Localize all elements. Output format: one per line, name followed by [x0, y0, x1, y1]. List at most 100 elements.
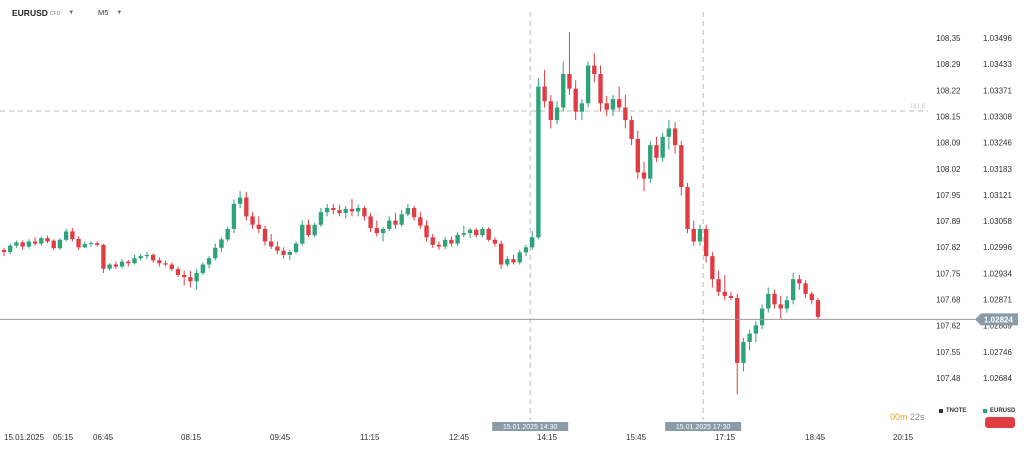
candle-body: [318, 212, 324, 225]
candle-body: [523, 247, 529, 253]
candle-body: [200, 264, 206, 273]
legend-item-tnote[interactable]: TNOTE: [939, 408, 966, 414]
candle-body: [759, 308, 765, 326]
candle-body: [648, 145, 653, 179]
candle-body: [443, 239, 448, 247]
candle-body: [498, 243, 504, 265]
candle-body: [679, 145, 684, 188]
y-tick-left: 107.82: [936, 243, 961, 252]
price-tag-bg: [975, 313, 1018, 326]
candle-body: [256, 224, 261, 229]
chart-header: EURUSD CFD ▼ M5 ▼: [0, 0, 300, 24]
y-tick-right: 1.02996: [983, 243, 1012, 252]
x-tick: 06:45: [93, 433, 114, 442]
candle-body: [269, 241, 274, 247]
candle-body: [300, 224, 305, 244]
candle-body: [287, 251, 293, 255]
x-tick: 12:45: [449, 433, 470, 442]
candle-body: [703, 228, 709, 257]
symbol-name: EURUSD: [12, 8, 48, 18]
y-tick-left: 108.09: [936, 139, 961, 148]
candle-body: [362, 208, 367, 217]
candle-body: [610, 99, 616, 110]
candle-body: [517, 252, 522, 263]
y-tick-right: 1.03371: [983, 86, 1012, 95]
fib-level-label: 161.8: [910, 104, 926, 110]
candle-body: [480, 228, 485, 236]
y-tick-right: 1.03308: [983, 112, 1012, 121]
candle-body: [101, 244, 106, 269]
event-tag-text: 15.01.2025 17:30: [676, 424, 731, 431]
candle-body: [324, 208, 330, 213]
candle-body: [784, 300, 790, 309]
y-tick-right: 1.02871: [983, 296, 1012, 305]
candle-body: [206, 258, 212, 265]
y-tick-left: 107.55: [936, 348, 961, 357]
candle-body: [492, 239, 498, 244]
y-tick-left: 108.22: [936, 86, 961, 95]
candle-body: [119, 261, 125, 267]
candle-body: [455, 234, 460, 244]
tnote-color-swatch: [939, 409, 943, 413]
candle-body: [790, 279, 796, 301]
y-tick-right: 1.03183: [983, 165, 1012, 174]
candle-body: [766, 293, 771, 309]
y-tick-right: 1.03433: [983, 60, 1012, 69]
chevron-down-icon: ▼: [68, 10, 75, 16]
trade-sell-button[interactable]: [985, 417, 1015, 428]
candle-body: [213, 247, 218, 259]
candle-body: [306, 224, 311, 236]
candle-body: [32, 241, 38, 244]
candle-body: [641, 172, 647, 179]
candle-body: [225, 228, 230, 240]
candle-body: [735, 298, 740, 363]
event-tag-bg: [492, 422, 569, 431]
candle-body: [14, 242, 19, 246]
candle-body: [331, 208, 336, 211]
candle-body: [312, 224, 317, 236]
candle-countdown: 00m 22s: [890, 412, 925, 422]
candle-body: [554, 107, 560, 121]
y-tick-right: 1.02809: [983, 322, 1012, 331]
candle-body: [635, 138, 640, 173]
candle-body: [82, 244, 87, 248]
candlestick-series: [1, 32, 821, 395]
candle-body: [8, 245, 13, 252]
candle-body: [710, 256, 715, 280]
candle-body: [231, 203, 237, 229]
candle-body: [666, 128, 672, 137]
candle-body: [660, 136, 665, 158]
candle-body: [529, 237, 535, 248]
candle-body: [107, 264, 112, 269]
symbol-selector[interactable]: EURUSD CFD ▼: [12, 8, 74, 18]
candle-body: [356, 208, 361, 212]
candle-body: [616, 99, 622, 108]
candle-body: [132, 258, 137, 264]
candle-body: [57, 239, 63, 249]
candle-body: [275, 246, 280, 251]
candle-body: [399, 214, 404, 225]
candle-body: [561, 74, 566, 108]
candle-body: [26, 241, 32, 247]
candle-body: [505, 259, 510, 265]
candle-body: [70, 231, 75, 239]
legend-item-eurusd[interactable]: EURUSD: [983, 408, 1015, 414]
candle-body: [772, 293, 777, 305]
y-tick-left: 107.48: [936, 374, 961, 383]
timeframe-selector[interactable]: M5 ▼: [98, 8, 122, 17]
x-tick: 18:45: [805, 433, 826, 442]
candle-body: [542, 86, 547, 102]
candle-body: [20, 242, 25, 247]
candle-body: [579, 103, 585, 112]
y-tick-right: 1.02934: [983, 269, 1012, 278]
symbol-type: CFD: [49, 11, 61, 17]
candle-body: [728, 295, 734, 299]
candle-body: [467, 229, 473, 234]
fib-level-line: 161.8: [0, 104, 928, 112]
y-tick-left: 108.02: [936, 165, 961, 174]
candle-body: [585, 65, 591, 104]
candle-body: [387, 220, 392, 229]
candle-body: [778, 304, 783, 309]
candle-body: [374, 228, 379, 234]
